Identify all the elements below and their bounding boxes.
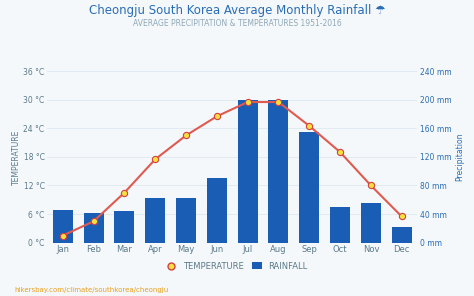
Text: hikersbay.com/climate/southkorea/cheongju: hikersbay.com/climate/southkorea/cheongj… — [14, 287, 168, 293]
Bar — [83, 213, 104, 243]
Bar — [268, 100, 289, 243]
Text: Cheongju South Korea Average Monthly Rainfall ☂: Cheongju South Korea Average Monthly Rai… — [89, 4, 385, 17]
Y-axis label: Precipitation: Precipitation — [456, 133, 465, 181]
Bar — [237, 100, 258, 243]
Bar — [299, 132, 319, 243]
Bar — [361, 203, 381, 243]
Bar — [330, 207, 350, 243]
Y-axis label: TEMPERATURE: TEMPERATURE — [11, 129, 20, 185]
Bar — [145, 198, 165, 243]
Bar — [114, 210, 135, 243]
Bar — [207, 178, 227, 243]
Bar — [53, 210, 73, 243]
Bar — [176, 198, 196, 243]
Bar — [392, 227, 412, 243]
Legend: TEMPERATURE, RAINFALL: TEMPERATURE, RAINFALL — [163, 258, 311, 274]
Text: AVERAGE PRECIPITATION & TEMPERATURES 1951-2016: AVERAGE PRECIPITATION & TEMPERATURES 195… — [133, 19, 341, 28]
